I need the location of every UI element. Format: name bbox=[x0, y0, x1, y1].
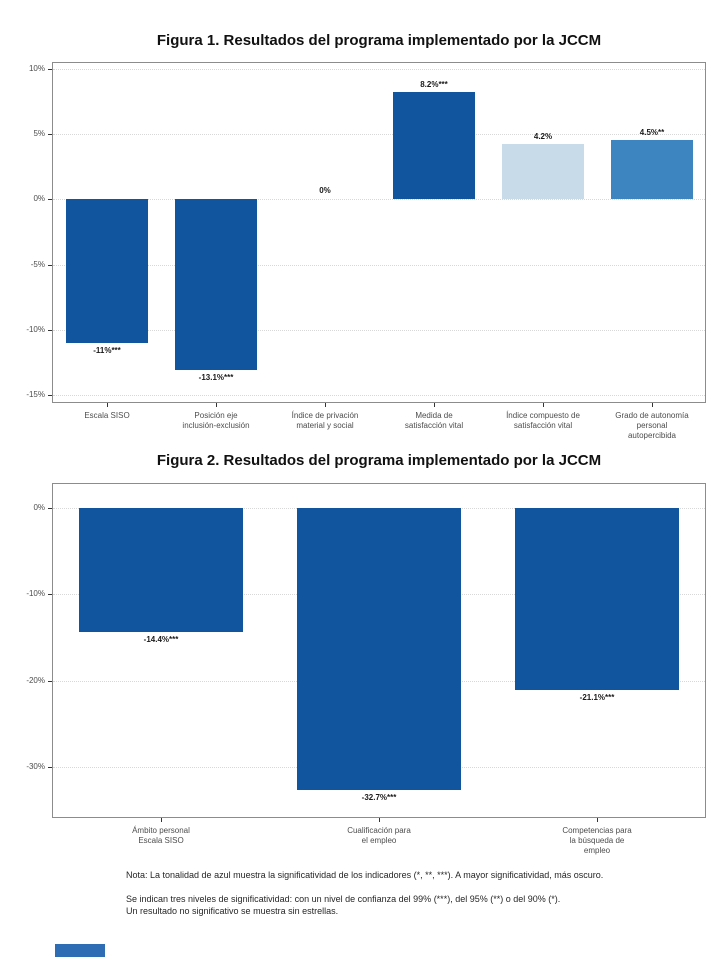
figure-1-bar-value-label: 4.5%** bbox=[639, 128, 665, 137]
figure-1-category-label: Índice compuesto de satisfacción vital bbox=[506, 411, 580, 430]
figure-1-category-label: Escala SISO bbox=[84, 411, 130, 420]
figure-2-bar-value-label: -32.7%*** bbox=[361, 793, 397, 802]
figure-1-y-tick-mark bbox=[48, 69, 52, 70]
figure-1-bar bbox=[611, 140, 693, 199]
figure-2-y-tick-mark bbox=[48, 594, 52, 595]
figure-1-y-tick-mark bbox=[48, 134, 52, 135]
note-significance-line-1: Se indican tres niveles de significativi… bbox=[126, 894, 561, 904]
figure-1-bar-value-label: 4.2% bbox=[533, 132, 553, 141]
figure-1-y-tick-mark bbox=[48, 395, 52, 396]
note-significance-line-2: Un resultado no significativo se muestra… bbox=[126, 906, 339, 916]
figure-1-x-tick-mark bbox=[543, 403, 544, 407]
figure-1-bar-value-label: -13.1%*** bbox=[198, 373, 234, 382]
figure-2-y-tick-mark bbox=[48, 767, 52, 768]
figure-1-x-tick-mark bbox=[216, 403, 217, 407]
figure-2-bar bbox=[515, 508, 679, 690]
figure-1-gridline bbox=[53, 265, 705, 266]
figure-1-bar-value-label: 0% bbox=[319, 186, 331, 195]
figure-2-title: Figura 2. Resultados del programa implem… bbox=[156, 452, 602, 469]
figure-2-x-tick-mark bbox=[379, 818, 380, 822]
figure-1-y-tick-mark bbox=[48, 330, 52, 331]
figure-1-bar bbox=[66, 199, 148, 343]
figure-1-gridline bbox=[53, 134, 705, 135]
figure-1-y-tick-label: -5% bbox=[30, 260, 45, 269]
figure-2-category-label: Competencias para la búsqueda de empleo bbox=[562, 826, 632, 855]
figure-1-gridline bbox=[53, 199, 705, 200]
figure-2-category-label: Ámbito personal Escala SISO bbox=[132, 826, 190, 845]
footer-logo bbox=[55, 944, 105, 957]
figure-1-y-tick-label: 5% bbox=[33, 129, 45, 138]
figure-1-gridline bbox=[53, 69, 705, 70]
figure-1-bar bbox=[393, 92, 475, 199]
figure-1-y-tick-label: -10% bbox=[26, 325, 45, 334]
figure-1-bar-value-label: -11%*** bbox=[93, 346, 121, 355]
figure-2-bar-value-label: -21.1%*** bbox=[579, 693, 615, 702]
figure-1-category-label: Medida de satisfacción vital bbox=[404, 411, 464, 430]
figure-1-y-tick-label: 0% bbox=[33, 194, 45, 203]
note-tonalidad: Nota: La tonalidad de azul muestra la si… bbox=[126, 870, 604, 880]
figure-2-bar-value-label: -14.4%*** bbox=[143, 635, 179, 644]
figure-1-y-tick-label: -15% bbox=[26, 390, 45, 399]
figure-1-bar-value-label: 8.2%*** bbox=[420, 80, 448, 89]
figure-1-plot-area bbox=[52, 62, 706, 403]
figure-1-x-tick-mark bbox=[434, 403, 435, 407]
figure-2-x-tick-mark bbox=[161, 818, 162, 822]
figure-2-bar bbox=[79, 508, 243, 632]
figure-1-title: Figura 1. Resultados del programa implem… bbox=[156, 32, 602, 49]
figure-2-y-tick-label: -30% bbox=[26, 762, 45, 771]
figure-1-gridline bbox=[53, 395, 705, 396]
figure-1-bar bbox=[175, 199, 257, 370]
figure-2-y-tick-mark bbox=[48, 508, 52, 509]
figure-2-x-tick-mark bbox=[597, 818, 598, 822]
figure-1-bar bbox=[502, 144, 584, 199]
figure-1-category-label: Grado de autonomía personal autopercibid… bbox=[615, 411, 689, 440]
figure-1-y-tick-mark bbox=[48, 265, 52, 266]
figure-2-y-tick-label: -20% bbox=[26, 676, 45, 685]
figure-1-category-label: Posición eje inclusión-exclusión bbox=[182, 411, 250, 430]
figure-2-bar bbox=[297, 508, 461, 790]
figure-2-y-tick-mark bbox=[48, 681, 52, 682]
figure-1-gridline bbox=[53, 330, 705, 331]
figure-1-x-tick-mark bbox=[107, 403, 108, 407]
figure-2-category-label: Cualificación para el empleo bbox=[347, 826, 411, 845]
figure-1-y-tick-mark bbox=[48, 199, 52, 200]
figure-1-category-label: Índice de privación material y social bbox=[291, 411, 359, 430]
figure-2-y-tick-label: 0% bbox=[33, 503, 45, 512]
figure-1-x-tick-mark bbox=[652, 403, 653, 407]
figure-2-y-tick-label: -10% bbox=[26, 589, 45, 598]
figure-1-y-tick-label: 10% bbox=[28, 64, 45, 73]
note-significance: Se indican tres niveles de significativi… bbox=[126, 893, 560, 917]
figure-1-x-tick-mark bbox=[325, 403, 326, 407]
